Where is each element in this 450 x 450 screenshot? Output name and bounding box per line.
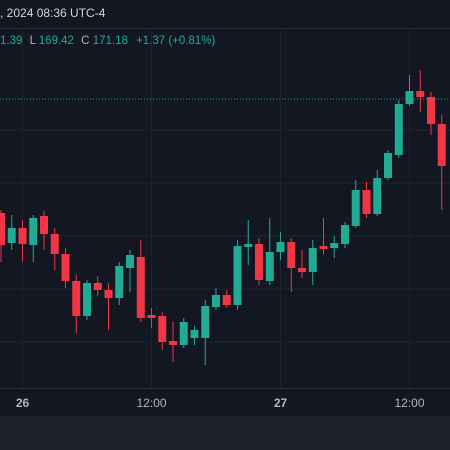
- candle-body: [330, 243, 339, 248]
- low-label: L: [30, 35, 37, 47]
- candle-body: [158, 316, 167, 342]
- candle-body: [126, 255, 134, 268]
- candle-body: [29, 218, 38, 245]
- grid: [0, 28, 450, 388]
- candle-body: [179, 322, 188, 345]
- candle-body: [147, 315, 156, 318]
- candle-body: [416, 91, 425, 97]
- candle-body: [405, 91, 414, 104]
- close-label: C: [81, 35, 89, 47]
- candle-body: [233, 246, 242, 305]
- candle-body: [190, 330, 199, 338]
- candle-body: [298, 268, 306, 272]
- candle-body: [169, 341, 177, 345]
- candle-body: [437, 124, 446, 166]
- candle-body: [136, 257, 145, 318]
- x-axis: 26 12:00 27 12:00: [16, 396, 425, 410]
- close-value: 171.18: [93, 35, 128, 47]
- candle-body: [201, 306, 210, 338]
- candle-body: [83, 283, 91, 316]
- candle-body: [0, 213, 5, 245]
- candle-body: [319, 246, 328, 249]
- candle-body: [255, 244, 263, 280]
- candle-body: [373, 178, 382, 214]
- candle-body: [222, 295, 231, 305]
- change-value: +1.37 (+0.81%): [136, 35, 215, 47]
- top-bar: [0, 0, 450, 28]
- candle-body: [61, 254, 70, 281]
- ohlc-legend: 1.39 L 169.42 C 171.18 +1.37 (+0.81%): [0, 35, 216, 47]
- candle-body: [265, 252, 274, 281]
- candle-body: [93, 283, 102, 290]
- x-tick-label: 26: [16, 396, 30, 410]
- candle-body: [72, 281, 81, 316]
- candle-body: [427, 97, 435, 124]
- candle-body: [341, 225, 349, 244]
- candle-body: [18, 228, 27, 244]
- candle-body: [287, 242, 296, 268]
- low-value: 169.42: [39, 35, 74, 47]
- candle-body: [276, 242, 285, 252]
- candles: [0, 70, 446, 365]
- datetime: , 2024 08:36 UTC-4: [0, 6, 106, 20]
- candle-body: [362, 190, 371, 214]
- bottom-bar: [0, 416, 450, 450]
- candle-body: [394, 104, 403, 155]
- x-tick-label: 12:00: [394, 396, 424, 410]
- candle-body: [7, 228, 16, 243]
- candle-body: [244, 244, 253, 247]
- x-tick-label: 12:00: [136, 396, 166, 410]
- candle-body: [104, 290, 113, 298]
- x-tick-label: 27: [274, 396, 288, 410]
- high-value: 1.39: [0, 35, 22, 47]
- candle-body: [351, 190, 360, 226]
- candle-body: [40, 216, 48, 234]
- candle-body: [384, 153, 392, 178]
- candle-body: [308, 248, 317, 272]
- candle-body: [212, 295, 220, 307]
- candle-body: [50, 234, 59, 254]
- candle-body: [115, 266, 124, 298]
